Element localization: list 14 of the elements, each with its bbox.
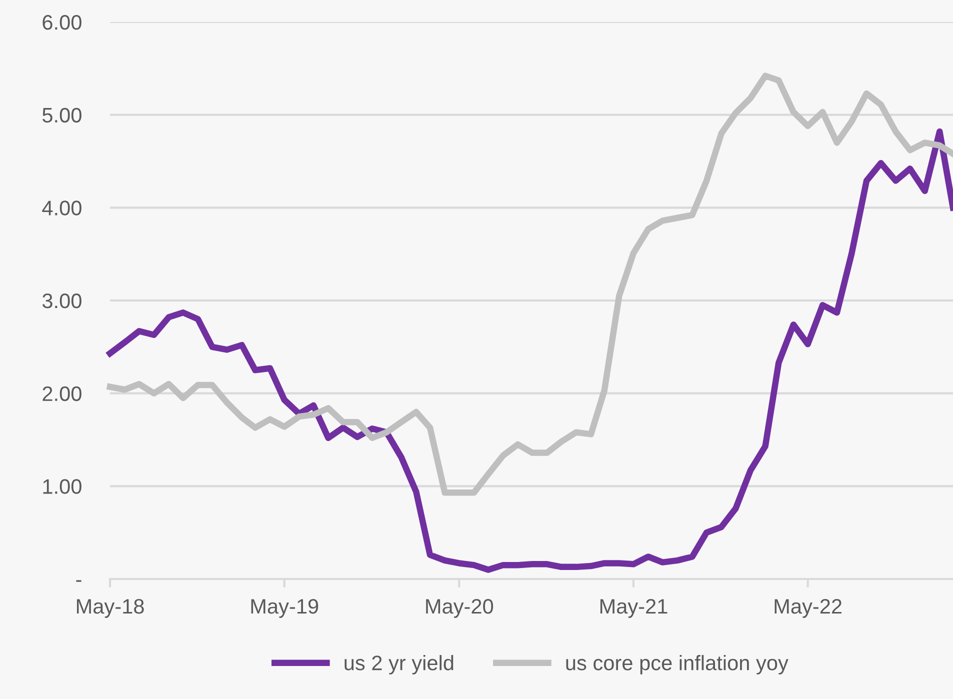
y-tick-label: 5.00 (42, 108, 82, 123)
x-tick-label: May-22 (774, 598, 842, 618)
x-tick-label: May-18 (76, 598, 144, 618)
x-tick-label: May-19 (251, 598, 318, 618)
legend-label: us 2 yr yield (344, 655, 454, 674)
x-tick-label: May-20 (426, 598, 494, 618)
y-tick-label: - (76, 580, 82, 582)
y-tick-label: 4.00 (42, 200, 82, 216)
y-tick-label: 2.00 (42, 386, 82, 402)
x-tick-label: May-21 (600, 598, 668, 618)
y-tick-label: 1.00 (43, 479, 82, 494)
legend-label: us core pce inflation yoy (566, 655, 788, 674)
y-tick-label: 3.00 (42, 294, 82, 308)
y-tick-label: 6.00 (42, 15, 82, 30)
